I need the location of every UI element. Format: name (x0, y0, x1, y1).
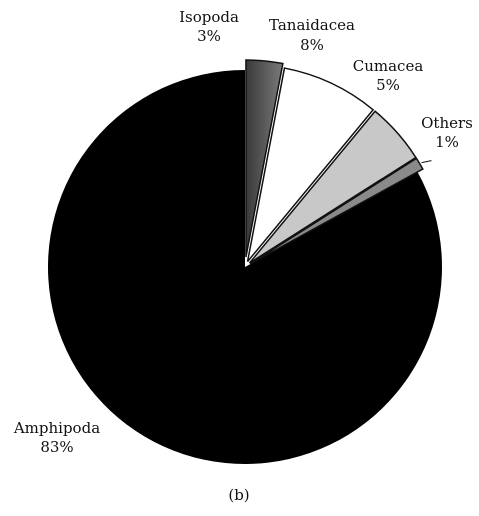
label-cumacea-name: Cumacea (353, 57, 424, 75)
label-amphipoda-value: 83% (40, 438, 73, 456)
label-isopoda-name: Isopoda (179, 8, 239, 26)
others-leader-line (421, 161, 431, 163)
label-others-value: 1% (435, 133, 459, 151)
label-tanaidacea-name: Tanaidacea (269, 16, 355, 34)
pie-slices (48, 60, 442, 464)
panel-label: (b) (228, 486, 249, 504)
label-others-name: Others (421, 114, 473, 132)
label-cumacea-value: 5% (376, 76, 400, 94)
label-isopoda-value: 3% (197, 27, 221, 45)
label-tanaidacea-value: 8% (300, 36, 324, 54)
label-amphipoda-name: Amphipoda (13, 419, 100, 437)
